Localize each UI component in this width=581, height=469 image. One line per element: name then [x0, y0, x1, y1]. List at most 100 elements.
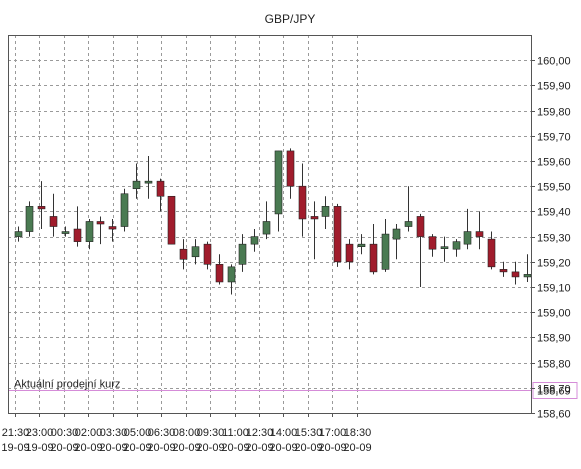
- chart-title: GBP/JPY: [265, 12, 316, 26]
- x-tick-time-label: 12:30: [246, 427, 274, 439]
- candle-body-up: [523, 274, 532, 278]
- candle-body-up: [120, 193, 129, 227]
- x-tick-time-label: 06:30: [148, 427, 176, 439]
- y-tick-label: 159,40: [537, 207, 571, 219]
- candle-body-up: [227, 266, 236, 283]
- y-tick-label: 159,00: [537, 308, 571, 320]
- x-tick-time-label: 23:00: [26, 427, 54, 439]
- candle-body-up: [452, 241, 461, 250]
- candle-body-down: [167, 195, 176, 245]
- reference-line-group: Aktuální prodejní kurz 158,69: [8, 379, 578, 399]
- x-tick-time-label: 14:00: [270, 427, 298, 439]
- x-tick-date-label: 20-09: [74, 442, 102, 454]
- candle-body-down: [108, 226, 117, 230]
- candle-body-down: [428, 236, 437, 250]
- candle-body-down: [345, 243, 354, 263]
- x-tick-time-label: 17:00: [319, 427, 347, 439]
- x-tick-time-label: 03:30: [100, 427, 128, 439]
- candle-body-down: [310, 216, 319, 220]
- candle-body-down: [333, 206, 342, 263]
- y-tick-label: 159,30: [537, 233, 571, 245]
- x-tick-date-label: 20-09: [343, 442, 371, 454]
- y-tick-label: 158,90: [537, 333, 571, 345]
- candle-body-up: [392, 228, 401, 240]
- x-tick-date-label: 20-09: [294, 442, 322, 454]
- y-tick-label: 158,60: [537, 409, 571, 421]
- x-tick-time-label: 09:30: [197, 427, 225, 439]
- reference-line-label: Aktuální prodejní kurz: [14, 379, 120, 391]
- x-tick-date-label: 20-09: [172, 442, 200, 454]
- y-tick-label: 159,60: [537, 157, 571, 169]
- candle-body-down: [156, 180, 165, 197]
- candle-body-up: [274, 150, 283, 215]
- candle-body-down: [286, 150, 295, 187]
- candle-body-down: [369, 243, 378, 273]
- candle-body-up: [463, 231, 472, 245]
- y-tick-label: 158,80: [537, 359, 571, 371]
- y-tick-label: 159,50: [537, 182, 571, 194]
- candle-body-down: [179, 248, 188, 260]
- plot-frame: [8, 35, 532, 414]
- y-tick-label: 159,10: [537, 283, 571, 295]
- candle-body-down: [475, 231, 484, 237]
- candle-body-down: [416, 216, 425, 237]
- reference-value-label: 158,69: [537, 386, 571, 398]
- x-tick-date-label: 19-09: [25, 442, 53, 454]
- y-tick-label: 159,90: [537, 81, 571, 93]
- x-axis: 21:30 19-09 23:00 19-09 00:30 20-09 02:00 20-09…: [1, 413, 372, 454]
- candle-body-down: [511, 271, 520, 278]
- y-tick-label: 160,00: [537, 56, 571, 68]
- x-tick-time-label: 11:00: [222, 427, 249, 439]
- x-tick-time-label: 18:30: [344, 427, 372, 439]
- candle-body-down: [298, 185, 307, 220]
- candle-body-up: [321, 206, 330, 217]
- x-tick-date-label: 20-09: [99, 442, 127, 454]
- y-tick-label: 159,80: [537, 107, 571, 119]
- y-tick-label: 159,20: [537, 258, 571, 270]
- x-tick-time-label: 15:30: [295, 427, 323, 439]
- x-tick-date-label: 20-09: [123, 442, 151, 454]
- x-tick-time-label: 00:30: [51, 427, 79, 439]
- candle-body-up: [191, 246, 200, 258]
- candle-body-up: [381, 233, 390, 270]
- candle-body-up: [61, 231, 70, 234]
- candle-body-down: [37, 206, 46, 210]
- x-tick-time-label: 02:00: [75, 427, 103, 439]
- candle-body-down: [96, 221, 105, 225]
- candle-body-down: [203, 243, 212, 265]
- candle-body-up: [440, 246, 449, 249]
- candle-body-down: [49, 216, 58, 227]
- candle-body-up: [357, 243, 366, 247]
- x-tick-date-label: 20-09: [269, 442, 297, 454]
- candle-body-up: [14, 231, 23, 237]
- reference-value-box: [532, 382, 578, 399]
- y-tick-label: 159,70: [537, 132, 571, 144]
- y-tick-label: 158,70: [537, 384, 571, 396]
- x-tick-time-label: 08:00: [173, 427, 201, 439]
- candle-body-up: [132, 180, 141, 190]
- candle-body-up: [144, 180, 153, 184]
- x-tick-date-label: 19-09: [1, 442, 29, 454]
- candles: [14, 148, 532, 295]
- x-tick-time-label: 21:30: [2, 427, 30, 439]
- y-axis: 160,00 159,90 159,80 159,70 159,60 159,50 159,…: [531, 56, 571, 421]
- x-tick-date-label: 20-09: [245, 442, 273, 454]
- candle-body-up: [262, 221, 271, 235]
- x-tick-date-label: 20-09: [196, 442, 224, 454]
- candle-body-down: [499, 269, 508, 273]
- candle-body-up: [238, 243, 247, 265]
- candle-body-down: [215, 264, 224, 283]
- candle-body-down: [487, 238, 496, 268]
- x-tick-date-label: 20-09: [221, 442, 249, 454]
- candle-body-up: [250, 236, 259, 245]
- candle-body-up: [85, 221, 94, 242]
- candle-body-down: [73, 228, 82, 242]
- candle-body-up: [25, 206, 34, 232]
- x-tick-date-label: 20-09: [318, 442, 346, 454]
- x-tick-time-label: 05:00: [124, 427, 152, 439]
- candle-body-up: [404, 221, 413, 227]
- x-tick-date-label: 20-09: [50, 442, 78, 454]
- grid-lines: [8, 35, 531, 414]
